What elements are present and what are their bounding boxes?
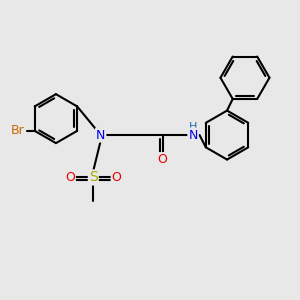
Text: O: O (158, 153, 167, 166)
Text: N: N (188, 129, 198, 142)
Text: Br: Br (11, 124, 25, 137)
Text: S: S (89, 170, 98, 184)
Text: H: H (189, 122, 197, 132)
Text: O: O (112, 171, 122, 184)
Text: O: O (65, 171, 75, 184)
Text: N: N (96, 129, 105, 142)
